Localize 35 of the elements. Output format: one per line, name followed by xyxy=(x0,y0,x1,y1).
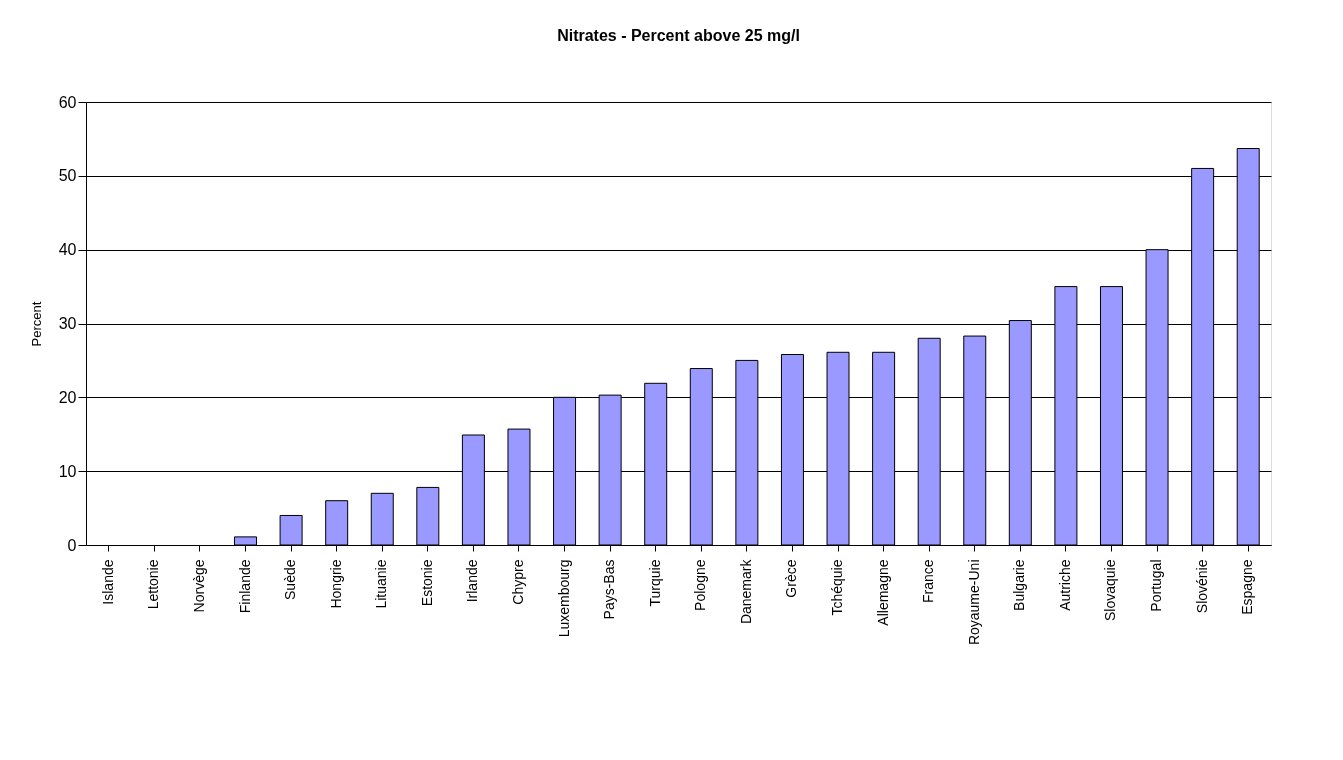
y-tick-label: 20 xyxy=(58,388,77,406)
x-tick-label: Islande xyxy=(99,559,116,605)
x-tick-label: Slovaquie xyxy=(1102,559,1119,621)
x-tick-label: Hongrie xyxy=(327,559,344,609)
x-tick-label: Estonie xyxy=(418,559,435,607)
x-tick-label: Lituanie xyxy=(373,559,390,609)
y-tick-label: 10 xyxy=(58,462,77,480)
x-tick-label: Grèce xyxy=(783,559,800,598)
y-tick-label: 50 xyxy=(58,167,77,185)
x-tick-label: Portugal xyxy=(1148,559,1165,612)
x-tick-label: Chypre xyxy=(509,559,526,605)
y-axis-title: Percent xyxy=(28,301,44,347)
x-tick-label: Allemagne xyxy=(874,559,891,626)
x-tick-label: Finlande xyxy=(236,559,253,614)
x-tick-label: France xyxy=(920,559,937,604)
y-tick-label: 30 xyxy=(58,315,77,332)
y-tick-label: 40 xyxy=(58,241,77,259)
x-tick-label: Autriche xyxy=(1056,559,1073,611)
y-tick-label: 0 xyxy=(67,536,77,554)
x-tick-label: Pays-Bas xyxy=(601,559,618,620)
x-tick-label: Slovénie xyxy=(1193,559,1210,614)
x-tick-label: Luxembourg xyxy=(555,559,572,638)
x-tick-label: Espagne xyxy=(1239,559,1256,615)
x-tick-label: Pologne xyxy=(692,559,709,611)
x-tick-label: Tchéquie xyxy=(829,559,846,616)
x-tick-label: Bulgarie xyxy=(1011,559,1028,611)
x-tick-label: Lettonie xyxy=(145,559,162,610)
chart-title: Nitrates - Percent above 25 mg/l xyxy=(557,27,800,44)
x-tick-label: Danemark xyxy=(737,558,754,625)
x-tick-label: Norvège xyxy=(190,559,207,613)
x-tick-label: Turquie xyxy=(646,559,663,607)
x-tick-label: Irlande xyxy=(464,559,481,603)
y-tick-label: 60 xyxy=(58,93,77,111)
x-tick-label: Royaume-Uni xyxy=(965,559,982,646)
x-tick-label: Suède xyxy=(282,559,299,600)
